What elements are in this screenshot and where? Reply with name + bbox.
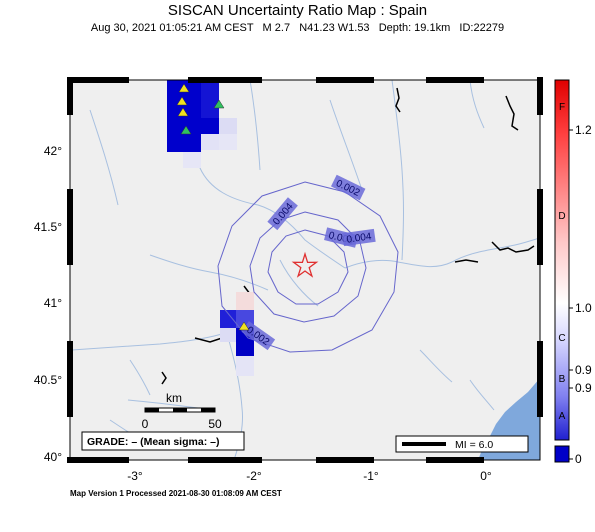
- colorbar-grade: A: [559, 411, 566, 422]
- colorbar-grade: D: [558, 211, 565, 222]
- colorbar-value: 0.9: [575, 381, 592, 395]
- lat-tick: 40.5°: [34, 373, 62, 387]
- colorbar-value: 0: [575, 452, 582, 466]
- lon-tick: -1°: [363, 469, 379, 483]
- lat-tick: 41.5°: [34, 220, 62, 234]
- mi-line: [402, 442, 446, 446]
- scale-max: 50: [208, 417, 222, 431]
- triangle-icon: [180, 125, 192, 135]
- scale-zero: 0: [142, 417, 149, 431]
- lat-tick: 42°: [44, 144, 62, 158]
- grade-box: [81, 431, 245, 451]
- triangle-icon: [177, 107, 189, 117]
- colorbar-value: 1.0: [575, 301, 592, 315]
- map-frame: [67, 77, 543, 463]
- map-land: [70, 80, 540, 460]
- map-title: SISCAN Uncertainty Ratio Map : Spain: [167, 2, 428, 19]
- colorbar-value: 0.9: [575, 363, 592, 377]
- lat-axis: 42° 41.5° 41° 40.5° 40°: [34, 144, 62, 464]
- scale-bar: km 0 50: [142, 391, 222, 431]
- event-info: Aug 30, 2021 01:05:21 AM CEST M 2.7 N41.…: [90, 22, 505, 34]
- contour-label: 0.004: [346, 231, 373, 245]
- colorbar-grade: C: [558, 333, 565, 344]
- lon-tick: 0°: [480, 469, 492, 483]
- colorbar-grade: B: [559, 374, 566, 385]
- scale-unit: km: [166, 391, 182, 405]
- lat-tick: 40°: [44, 450, 62, 464]
- lon-tick: -3°: [127, 469, 143, 483]
- lakes: [161, 87, 535, 385]
- colorbar-grade: F: [559, 102, 565, 113]
- colorbar-value: 1.2: [575, 123, 592, 137]
- grade-label: GRADE: – (Mean sigma: –): [87, 436, 219, 448]
- colorbar-min-swatch: [554, 445, 570, 463]
- lon-tick: -2°: [246, 469, 262, 483]
- mi-label: MI = 6.0: [455, 439, 493, 451]
- triangle-icon: [176, 96, 188, 106]
- star-icon: [291, 251, 319, 278]
- triangle-icon: [178, 83, 190, 93]
- stations: [176, 83, 250, 331]
- triangle-icon: [213, 99, 225, 109]
- triangle-icon: [238, 321, 250, 331]
- colorbar: 1.2 1.0 0.9 0.9 0 F D C B A: [554, 79, 592, 466]
- mi-box: [395, 435, 529, 453]
- processing-footer: Map Version 1 Processed 2021-08-30 01:08…: [70, 489, 282, 498]
- lon-axis: -3° -2° -1° 0°: [127, 469, 492, 483]
- lat-tick: 41°: [44, 296, 62, 310]
